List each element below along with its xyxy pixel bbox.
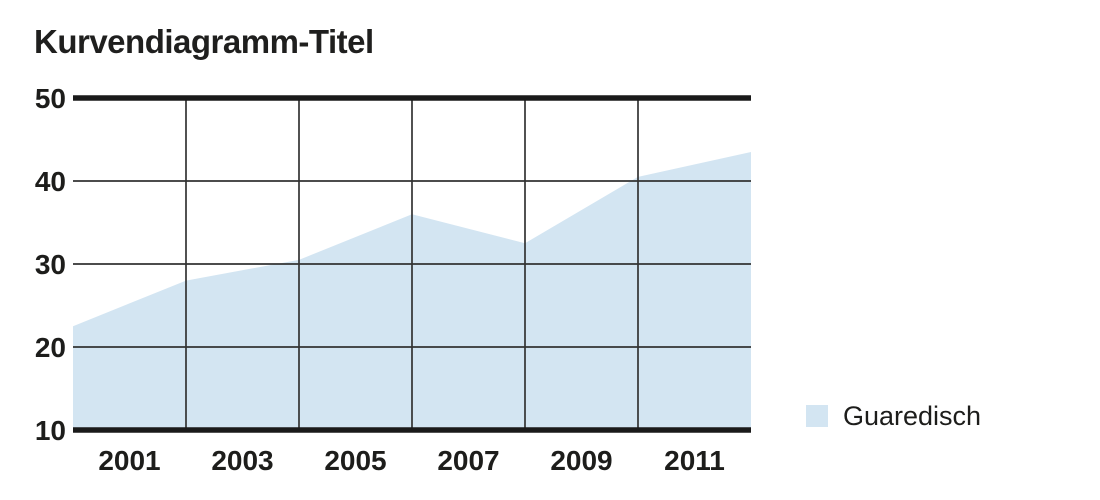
x-tick-label: 2007 — [437, 445, 499, 476]
x-tick-label: 2011 — [664, 445, 725, 476]
legend: Guaredisch — [806, 401, 982, 431]
legend-swatch — [806, 405, 828, 427]
y-tick-label: 40 — [35, 166, 66, 197]
legend-label: Guaredisch — [843, 401, 982, 431]
y-tick-label: 10 — [35, 415, 66, 446]
y-tick-label: 50 — [35, 83, 66, 114]
x-tick-label: 2009 — [550, 445, 612, 476]
chart-title: Kurvendiagramm-Titel — [34, 23, 374, 60]
x-tick-label: 2005 — [324, 445, 386, 476]
y-tick-label: 20 — [35, 332, 66, 363]
y-tick-label: 30 — [35, 249, 66, 280]
x-tick-label: 2001 — [98, 445, 160, 476]
x-tick-label: 2003 — [211, 445, 273, 476]
